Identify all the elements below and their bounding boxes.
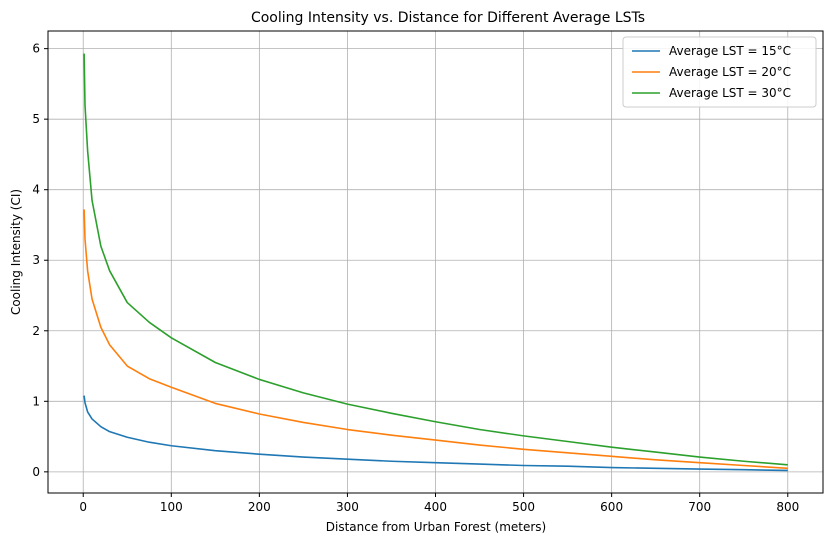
y-tick-label: 4 (32, 183, 40, 197)
x-tick-label: 400 (424, 500, 447, 514)
x-tick-label: 800 (776, 500, 799, 514)
y-axis-label: Cooling Intensity (CI) (9, 189, 23, 315)
x-tick-label: 600 (600, 500, 623, 514)
series-lines (83, 53, 788, 472)
legend-label-3: Average LST = 30°C (669, 86, 791, 100)
y-tick-label: 6 (32, 42, 40, 56)
legend: Average LST = 15°C Average LST = 20°C Aver… (622, 36, 817, 108)
y-tick-label: 3 (32, 253, 40, 267)
x-axis-label: Distance from Urban Forest (meters) (326, 520, 546, 534)
y-tick-label: 2 (32, 324, 40, 338)
y-tick-label: 5 (32, 112, 40, 126)
x-axis-ticks: 0 100 200 300 400 500 600 700 800 (79, 493, 799, 514)
x-tick-label: 500 (512, 500, 535, 514)
x-tick-label: 300 (336, 500, 359, 514)
grid (48, 31, 823, 493)
y-tick-label: 0 (32, 465, 40, 479)
legend-label-2: Average LST = 20°C (669, 65, 791, 79)
chart-title: Cooling Intensity vs. Distance for Diffe… (251, 10, 645, 26)
series-line-1 (83, 395, 788, 472)
series-line-3 (83, 53, 788, 466)
series-line-2 (83, 209, 788, 470)
x-tick-label: 200 (248, 500, 271, 514)
y-tick-label: 1 (32, 394, 40, 408)
legend-box (622, 36, 817, 108)
x-tick-label: 0 (79, 500, 87, 514)
x-tick-label: 100 (160, 500, 183, 514)
legend-label-1: Average LST = 15°C (669, 44, 791, 58)
x-tick-label: 700 (688, 500, 711, 514)
y-axis-ticks: 0 1 2 3 4 5 6 (32, 42, 48, 479)
